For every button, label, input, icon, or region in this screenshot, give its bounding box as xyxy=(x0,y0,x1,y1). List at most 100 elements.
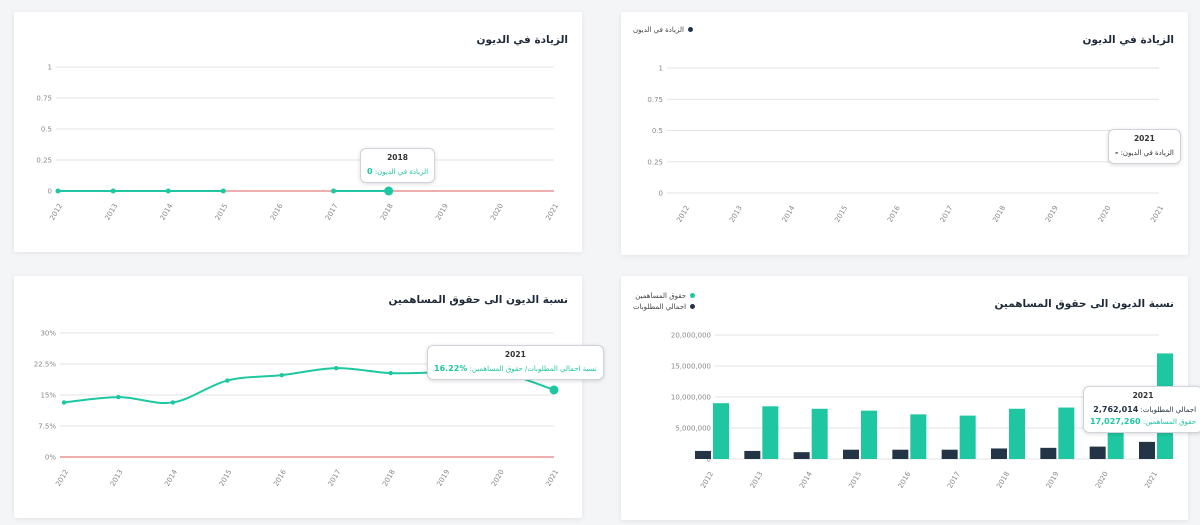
highlight-point xyxy=(384,187,393,196)
chart-tooltip: 2021 نسبة اجمالي المطلوبات/ حقوق المساهم… xyxy=(427,345,604,380)
bar-total-liabilities xyxy=(695,451,711,459)
x-tick-label: 2014 xyxy=(163,468,179,488)
x-tick-label: 2018 xyxy=(379,202,395,221)
bar-shareholders-equity xyxy=(713,403,729,459)
x-tick-label: 2020 xyxy=(1094,470,1110,489)
bar-shareholders-equity xyxy=(812,409,828,459)
chart-debt-increase-right: 00.250.50.7512012 2013 2014 2015 2016 2017 201… xyxy=(621,12,1188,255)
bar-total-liabilities xyxy=(1139,442,1155,459)
x-tick-label: 2020 xyxy=(490,468,506,487)
data-point xyxy=(111,189,116,194)
y-tick-label: 0.75 xyxy=(36,95,52,103)
bar-shareholders-equity xyxy=(960,416,976,459)
y-tick-label: 0.5 xyxy=(41,126,52,134)
tooltip-label: حقوق المساهمين: xyxy=(1143,418,1196,426)
x-tick-label: 2013 xyxy=(749,470,765,489)
y-tick-label: 0.25 xyxy=(36,157,52,165)
y-tick-label: 15% xyxy=(40,392,56,400)
highlight-point xyxy=(550,385,559,394)
x-tick-label: 2021 xyxy=(1143,470,1159,489)
y-tick-label: 0 xyxy=(48,188,52,196)
data-point xyxy=(225,378,229,382)
tooltip-year: 2021 xyxy=(1090,391,1196,400)
y-tick-label: 30% xyxy=(40,330,56,338)
x-tick-label: 2019 xyxy=(1044,204,1060,223)
bar-total-liabilities xyxy=(1090,447,1106,459)
chart-tooltip: 2021 اجمالي المطلوبات: 2,762,014 حقوق ال… xyxy=(1083,386,1200,433)
bar-total-liabilities xyxy=(843,450,859,459)
chart-tooltip: 2018 الزيادة في الديون: 0 xyxy=(360,148,435,183)
data-point xyxy=(334,366,338,370)
x-tick-label: 2014 xyxy=(781,204,797,224)
x-tick-label: 2014 xyxy=(159,202,175,222)
x-tick-label: 2020 xyxy=(1097,204,1113,223)
data-point xyxy=(56,189,61,194)
x-tick-label: 2021 xyxy=(544,468,560,487)
y-tick-label: 0.5 xyxy=(652,127,663,135)
x-tick-label: 2012 xyxy=(675,204,691,223)
x-tick-label: 2015 xyxy=(833,204,849,223)
data-point xyxy=(171,400,175,404)
tooltip-value: 17,027,260 xyxy=(1090,417,1141,426)
data-point xyxy=(388,371,392,375)
x-tick-label: 2016 xyxy=(897,470,913,490)
data-point xyxy=(166,189,171,194)
x-tick-label: 2015 xyxy=(847,470,863,489)
x-tick-label: 2018 xyxy=(995,470,1011,489)
tooltip-label: الزيادة في الديون: xyxy=(1121,149,1174,157)
bar-total-liabilities xyxy=(942,450,958,459)
chart-debt-increase-left: 0 0.25 0.5 0.75 1 2012 2013 2014 2015 2016 2017 201… xyxy=(14,12,582,252)
card-debt-ratio-left: نسبة الديون الى حقوق المساهمين 0% 7.5% 15%… xyxy=(14,276,582,518)
x-tick-label: 2021 xyxy=(1149,204,1165,223)
y-tick-label: 0 xyxy=(659,190,663,198)
tooltip-value: 0 xyxy=(367,167,373,176)
x-tick-label: 2016 xyxy=(272,468,288,488)
x-tick-label: 2015 xyxy=(214,202,230,221)
bar-shareholders-equity xyxy=(910,414,926,459)
card-debt-increase-left: الزيادة في الديون 0 0.25 0.5 0.75 1 2012 2013 2… xyxy=(14,12,582,252)
bar-total-liabilities xyxy=(991,448,1007,459)
x-tick-label: 2014 xyxy=(798,470,814,490)
y-tick-label: 5,000,000 xyxy=(675,425,711,433)
x-tick-label: 2017 xyxy=(946,470,962,489)
bar-total-liabilities xyxy=(744,451,760,459)
chart-debt-ratio-left: 0%7.5%15%22.5%30%2012 2013 2014 2015 2016 201… xyxy=(14,276,582,518)
tooltip-year: 2018 xyxy=(367,153,428,162)
x-tick-label: 2013 xyxy=(728,204,744,223)
card-debt-ratio-right: حقوق المساهمين اجمالي المطلوبات نسبة الد… xyxy=(621,276,1188,520)
x-tick-label: 2019 xyxy=(434,202,450,221)
x-tick-label: 2021 xyxy=(544,202,560,221)
x-tick-label: 2017 xyxy=(327,468,343,487)
data-point xyxy=(62,400,66,404)
y-tick-label: 0% xyxy=(45,454,56,462)
tooltip-label: اجمالي المطلوبات: xyxy=(1141,406,1196,414)
card-debt-increase-right: الزيادة في الديون الزيادة في الديون 0 0.2… xyxy=(621,12,1188,255)
bar-shareholders-equity xyxy=(1009,409,1025,459)
data-point xyxy=(116,395,120,399)
tooltip-value: - xyxy=(1115,148,1118,157)
tooltip-year: 2021 xyxy=(1115,134,1174,143)
x-tick-label: 2019 xyxy=(435,468,451,487)
x-tick-label: 2017 xyxy=(324,202,340,221)
y-tick-label: 1 xyxy=(48,64,52,72)
x-tick-label: 2012 xyxy=(54,468,70,487)
y-tick-label: 20,000,000 xyxy=(671,332,711,340)
tooltip-year: 2021 xyxy=(434,350,597,359)
x-tick-label: 2012 xyxy=(48,202,64,221)
x-tick-label: 2017 xyxy=(939,204,955,223)
bar-total-liabilities xyxy=(892,450,908,459)
y-tick-label: 7.5% xyxy=(38,423,56,431)
data-point xyxy=(331,189,336,194)
x-tick-label: 2016 xyxy=(886,204,902,224)
data-point xyxy=(280,373,284,377)
y-tick-label: 0.75 xyxy=(647,96,663,104)
x-tick-label: 2012 xyxy=(699,470,715,489)
bar-shareholders-equity xyxy=(1058,408,1074,459)
bar-shareholders-equity xyxy=(762,406,778,459)
x-tick-label: 2015 xyxy=(218,468,234,487)
tooltip-value: 2,762,014 xyxy=(1093,405,1138,414)
y-tick-label: 22.5% xyxy=(34,361,57,369)
x-tick-label: 2020 xyxy=(489,202,505,221)
tooltip-value: %16.22 xyxy=(434,364,467,373)
bar-total-liabilities xyxy=(1040,448,1056,459)
